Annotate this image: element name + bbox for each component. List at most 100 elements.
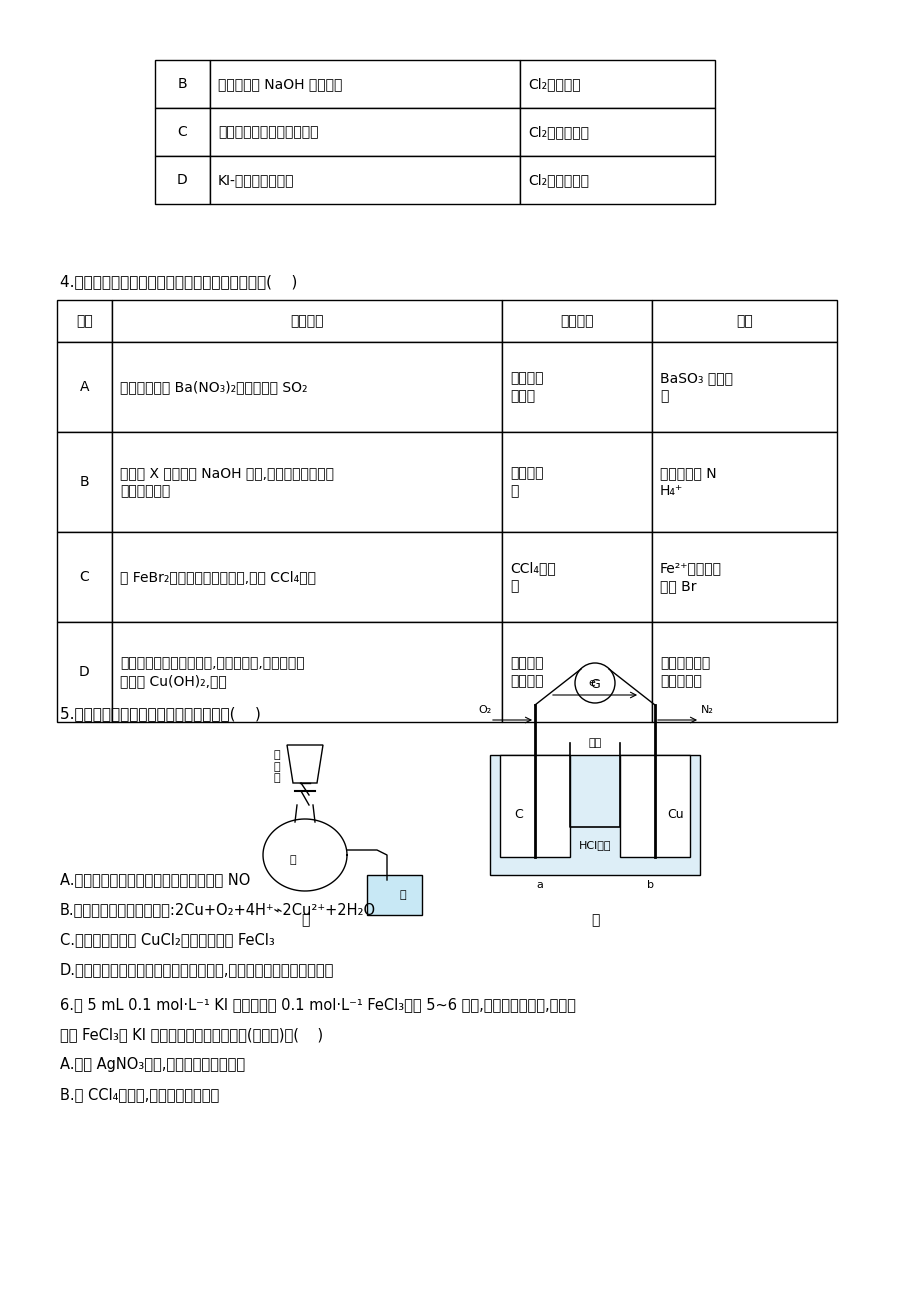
Circle shape xyxy=(574,663,614,703)
Bar xyxy=(154,108,210,156)
Bar xyxy=(652,432,836,533)
Text: 盐桥: 盐桥 xyxy=(588,738,601,749)
Polygon shape xyxy=(287,745,323,783)
Bar xyxy=(652,299,836,342)
Bar xyxy=(619,755,689,857)
Bar xyxy=(210,156,519,204)
Text: B: B xyxy=(80,475,89,490)
Text: 入新制 Cu(OH)₂,加热: 入新制 Cu(OH)₂,加热 xyxy=(119,674,226,687)
Text: 水: 水 xyxy=(399,891,405,900)
Text: C.用适量铜粉除去 CuCl₂溶液中少量的 FeCl₃: C.用适量铜粉除去 CuCl₂溶液中少量的 FeCl₃ xyxy=(60,932,275,948)
Bar xyxy=(519,156,714,204)
Text: 向溶液 X 中滴加稀 NaOH 溶液,将湿润红色石蕊试: 向溶液 X 中滴加稀 NaOH 溶液,将湿润红色石蕊试 xyxy=(119,466,334,480)
Text: 5.下列有关实验原理或实验操作正确的是(    ): 5.下列有关实验原理或实验操作正确的是( ) xyxy=(60,707,261,721)
Text: BaSO₃ 难溶于: BaSO₃ 难溶于 xyxy=(659,371,732,385)
Text: e⁻: e⁻ xyxy=(588,678,601,687)
Text: 向盐酸酸化的 Ba(NO₃)₂溶液中通入 SO₂: 向盐酸酸化的 Ba(NO₃)₂溶液中通入 SO₂ xyxy=(119,380,307,395)
Text: A: A xyxy=(80,380,89,395)
Bar xyxy=(519,60,714,108)
Text: B.加 CCl₄振荡后,下层液体为浅紫色: B.加 CCl₄振荡后,下层液体为浅紫色 xyxy=(60,1087,219,1103)
Bar xyxy=(499,755,570,857)
Text: 向淠粉溶液中加入稀硫酸,加热几分钟,冷却后再加: 向淠粉溶液中加入稀硫酸,加热几分钟,冷却后再加 xyxy=(119,656,304,671)
Bar xyxy=(490,755,699,875)
Bar xyxy=(502,622,652,723)
Text: 没有红色: 没有红色 xyxy=(509,656,543,671)
Text: A.滴加 AgNO₃溶液,观察有黄色沉淠产生: A.滴加 AgNO₃溶液,观察有黄色沉淠产生 xyxy=(60,1057,244,1073)
Bar xyxy=(210,108,519,156)
Text: 沉淠生成: 沉淠生成 xyxy=(509,674,543,687)
Bar xyxy=(112,622,502,723)
Text: 滴有酵酆的 NaOH 溶液袒色: 滴有酵酆的 NaOH 溶液袒色 xyxy=(218,77,342,91)
Bar xyxy=(652,342,836,432)
Text: 试纸不变: 试纸不变 xyxy=(509,466,543,480)
Bar xyxy=(652,533,836,622)
Bar xyxy=(57,299,112,342)
Text: 纸置于试管口: 纸置于试管口 xyxy=(119,484,170,497)
Text: C: C xyxy=(80,570,89,585)
Text: 甲: 甲 xyxy=(301,913,309,927)
Text: G: G xyxy=(589,678,599,691)
Text: 色: 色 xyxy=(509,579,517,592)
Text: D: D xyxy=(79,665,90,680)
Bar xyxy=(57,533,112,622)
Text: Cu: Cu xyxy=(666,809,683,822)
Text: a: a xyxy=(536,880,543,891)
Text: 强于 Br: 强于 Br xyxy=(659,579,696,592)
Text: B.通过乙装置实现化学反应:2Cu+O₂+4H⁺⌁2Cu²⁺+2H₂O: B.通过乙装置实现化学反应:2Cu+O₂+4H⁺⌁2Cu²⁺+2H₂O xyxy=(60,902,376,918)
Text: C: C xyxy=(177,125,187,139)
Text: 实验现象: 实验现象 xyxy=(560,314,593,328)
Text: N₂: N₂ xyxy=(699,704,712,715)
Text: B: B xyxy=(177,77,187,91)
Bar xyxy=(502,533,652,622)
Bar xyxy=(112,533,502,622)
Text: 原溶液中无 N: 原溶液中无 N xyxy=(659,466,716,480)
Text: 淠生成: 淠生成 xyxy=(509,389,535,404)
Bar xyxy=(502,342,652,432)
Bar xyxy=(57,342,112,432)
Bar xyxy=(154,60,210,108)
Text: D.在乙酸乙酯样品中加入适量的乙醇加热,可除去其中混有的少量乙酸: D.在乙酸乙酯样品中加入适量的乙醇加热,可除去其中混有的少量乙酸 xyxy=(60,962,334,978)
Bar xyxy=(57,622,112,723)
Text: Cl₂具有酸性: Cl₂具有酸性 xyxy=(528,77,580,91)
Text: C: C xyxy=(514,809,522,822)
Text: 淠粉没有水解: 淠粉没有水解 xyxy=(659,656,709,671)
Text: D: D xyxy=(177,173,187,187)
Text: 证明 FeCl₃和 KI 的反应是可逆反应的实验(含现象)是(    ): 证明 FeCl₃和 KI 的反应是可逆反应的实验(含现象)是( ) xyxy=(60,1027,323,1043)
Bar xyxy=(652,622,836,723)
Text: HCl溶液: HCl溶液 xyxy=(578,840,610,850)
Bar xyxy=(502,432,652,533)
Text: 有白色沉: 有白色沉 xyxy=(509,371,543,385)
Text: 选项: 选项 xyxy=(76,314,93,328)
Text: 铜: 铜 xyxy=(289,855,296,865)
Bar xyxy=(502,299,652,342)
Text: 紫色石蕊溶液先变红后袒色: 紫色石蕊溶液先变红后袒色 xyxy=(218,125,318,139)
Text: 实验操作: 实验操作 xyxy=(289,314,323,328)
Text: 向 FeBr₂溶液中加入少量氯水,再加 CCl₄蘸取: 向 FeBr₂溶液中加入少量氯水,再加 CCl₄蘸取 xyxy=(119,570,315,585)
Text: 酸: 酸 xyxy=(659,389,667,404)
Text: A.用甲装置验证铜与稀础酸的反应产物是 NO: A.用甲装置验证铜与稀础酸的反应产物是 NO xyxy=(60,872,250,888)
Bar xyxy=(210,60,519,108)
Text: 稀
硝
酸: 稀 硝 酸 xyxy=(273,750,280,784)
Bar xyxy=(112,342,502,432)
Text: Cl₂具有氧化性: Cl₂具有氧化性 xyxy=(528,173,588,187)
Bar xyxy=(367,875,422,915)
Text: Cl₂具有漂白性: Cl₂具有漂白性 xyxy=(528,125,588,139)
Text: 蓝: 蓝 xyxy=(509,484,517,497)
Text: 乙: 乙 xyxy=(590,913,598,927)
Text: H₄⁺: H₄⁺ xyxy=(659,484,683,497)
Bar xyxy=(112,299,502,342)
Bar xyxy=(112,432,502,533)
Text: KI-淠粉溶液变蓝色: KI-淠粉溶液变蓝色 xyxy=(218,173,294,187)
Bar xyxy=(154,156,210,204)
Text: 6.在 5 mL 0.1 mol·L⁻¹ KI 溶液中滴加 0.1 mol·L⁻¹ FeCl₃溶液 5~6 滴后,再进行下列实验,其中可: 6.在 5 mL 0.1 mol·L⁻¹ KI 溶液中滴加 0.1 mol·L⁻… xyxy=(60,997,575,1013)
Text: 生成葡萄糖: 生成葡萄糖 xyxy=(659,674,701,687)
Text: b: b xyxy=(646,880,652,891)
Text: Fe²⁺的还原性: Fe²⁺的还原性 xyxy=(659,561,721,575)
Text: O₂: O₂ xyxy=(478,704,491,715)
Text: 4.下列根据实验操作和现象所得出的结论正确的是(    ): 4.下列根据实验操作和现象所得出的结论正确的是( ) xyxy=(60,275,297,289)
Bar xyxy=(57,432,112,533)
Polygon shape xyxy=(263,819,346,891)
Text: 结论: 结论 xyxy=(735,314,752,328)
Text: CCl₄层无: CCl₄层无 xyxy=(509,561,555,575)
Bar xyxy=(519,108,714,156)
